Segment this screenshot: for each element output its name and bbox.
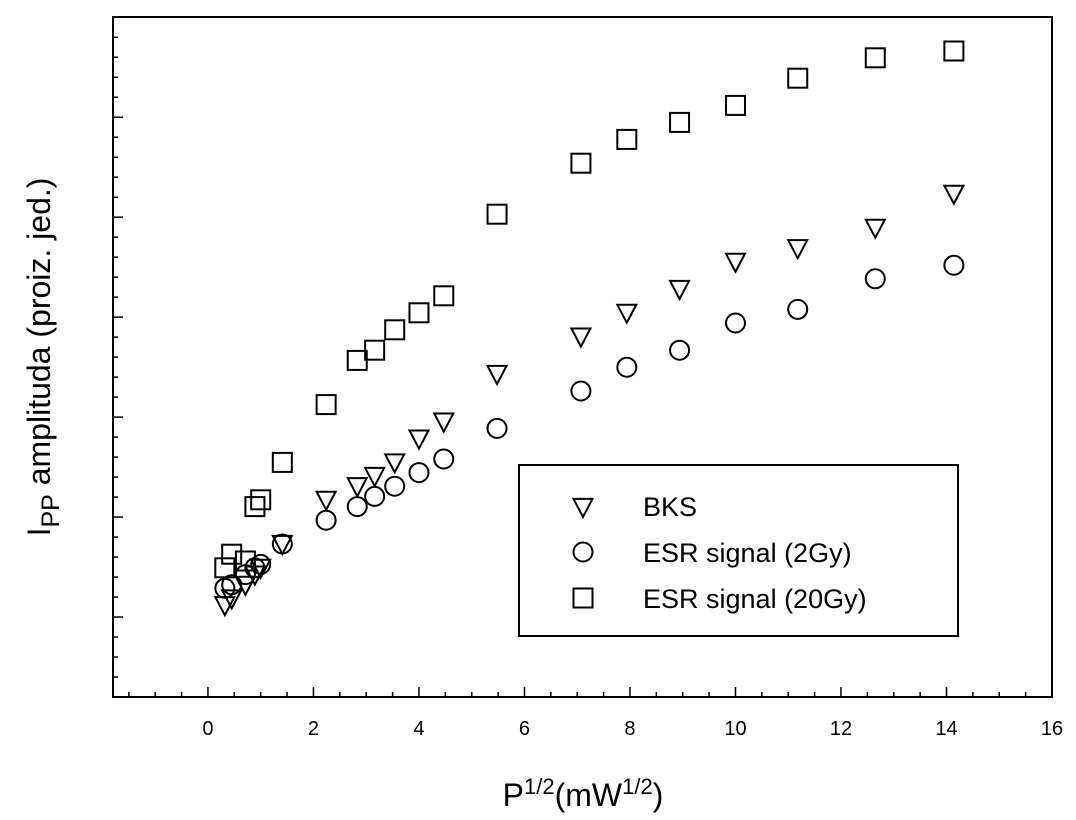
x-tick-label: 6 — [519, 718, 530, 740]
bks-point — [346, 477, 369, 499]
bks-point — [569, 327, 593, 349]
x-axis-title: P1/2(mW1/2) — [503, 774, 664, 813]
x-tick-labels: 0 2 4 6 8 10 12 14 16 — [202, 718, 1063, 740]
x-tick-label: 4 — [413, 718, 424, 740]
esr-20gy-point — [364, 339, 386, 361]
legend: BKS ESR signal (2Gy) ESR signal (20Gy) — [518, 464, 959, 637]
esr-20gy-point — [271, 451, 293, 473]
legend-marker-esr-2gy — [572, 541, 594, 563]
legend-marker-esr-20gy — [572, 587, 594, 609]
esr-2gy-point — [616, 356, 638, 378]
legend-marker-bks — [571, 497, 595, 520]
x-axis-ticks — [128, 687, 1053, 697]
x-tick-label: 16 — [1041, 718, 1063, 740]
legend-markers — [571, 497, 595, 609]
esr-20gy-point — [669, 111, 691, 133]
esr-20gy-point — [346, 349, 368, 371]
esr-2gy-point — [364, 485, 386, 507]
legend-label-bks: BKS — [643, 492, 697, 522]
esr-2gy-point — [486, 417, 508, 439]
esr-20gy-point — [250, 489, 272, 511]
y-axis-title: IPP amplituda (proiz. jed.) — [21, 178, 65, 537]
esr-20gy-point — [486, 203, 508, 225]
esr-2gy-point — [669, 339, 691, 361]
bks-point — [271, 534, 294, 557]
bks-point — [383, 453, 406, 475]
esr-2gy-point — [570, 380, 592, 402]
esr-20gy-point — [724, 94, 746, 116]
x-tick-label: 0 — [202, 718, 213, 740]
bks-point — [220, 589, 243, 611]
esr-20gy-point — [570, 152, 592, 174]
bks-point — [485, 364, 509, 387]
esr-2gy-point — [221, 574, 243, 596]
bks-point — [942, 184, 966, 206]
x-tick-label: 2 — [308, 718, 319, 740]
esr-2gy-point — [433, 448, 455, 470]
esr-2gy-point — [271, 533, 293, 555]
esr-20gy-point — [384, 319, 406, 341]
esr-20gy-point — [864, 47, 886, 69]
esr-2gy-point — [864, 268, 886, 290]
esr-2gy-point — [408, 462, 430, 484]
x-tick-label: 14 — [935, 718, 957, 740]
esr-20gy-point — [787, 67, 809, 89]
esr-2gy-point — [346, 496, 368, 518]
esr-2gy-point — [384, 475, 406, 497]
bks-point — [724, 252, 747, 274]
esr-2gy-point — [724, 312, 746, 334]
x-tick-label: 10 — [724, 718, 746, 740]
legend-label-esr-2gy: ESR signal (2Gy) — [643, 538, 852, 568]
x-tick-label: 12 — [830, 718, 852, 740]
bks-point — [864, 218, 887, 240]
esr-2gy-point — [787, 298, 809, 320]
bks-point — [407, 429, 431, 451]
esr-20gy-point — [433, 285, 455, 307]
esr-20gy-point — [244, 496, 266, 518]
bks-point — [363, 466, 386, 489]
y-axis-ticks — [113, 16, 123, 698]
x-tick-label: 8 — [624, 718, 635, 740]
bks-point — [615, 303, 638, 325]
esr-20gy-point — [234, 550, 256, 572]
legend-label-esr-20gy: ESR signal (20Gy) — [643, 584, 867, 614]
data-markers — [213, 40, 966, 618]
esr-2gy-point — [315, 509, 337, 531]
bks-point — [786, 239, 809, 261]
bks-point — [314, 490, 338, 512]
esr-20gy-point — [315, 394, 337, 416]
bks-point — [432, 412, 455, 434]
esr-2gy-point — [250, 553, 272, 575]
esr-2gy-point — [943, 254, 965, 276]
esr-20gy-point — [221, 543, 243, 565]
bks-point — [668, 279, 691, 302]
esr-20gy-point — [616, 128, 638, 150]
esr-20gy-point — [408, 302, 430, 324]
esr-20gy-point — [943, 40, 965, 62]
esr-20gy-point — [214, 557, 236, 579]
